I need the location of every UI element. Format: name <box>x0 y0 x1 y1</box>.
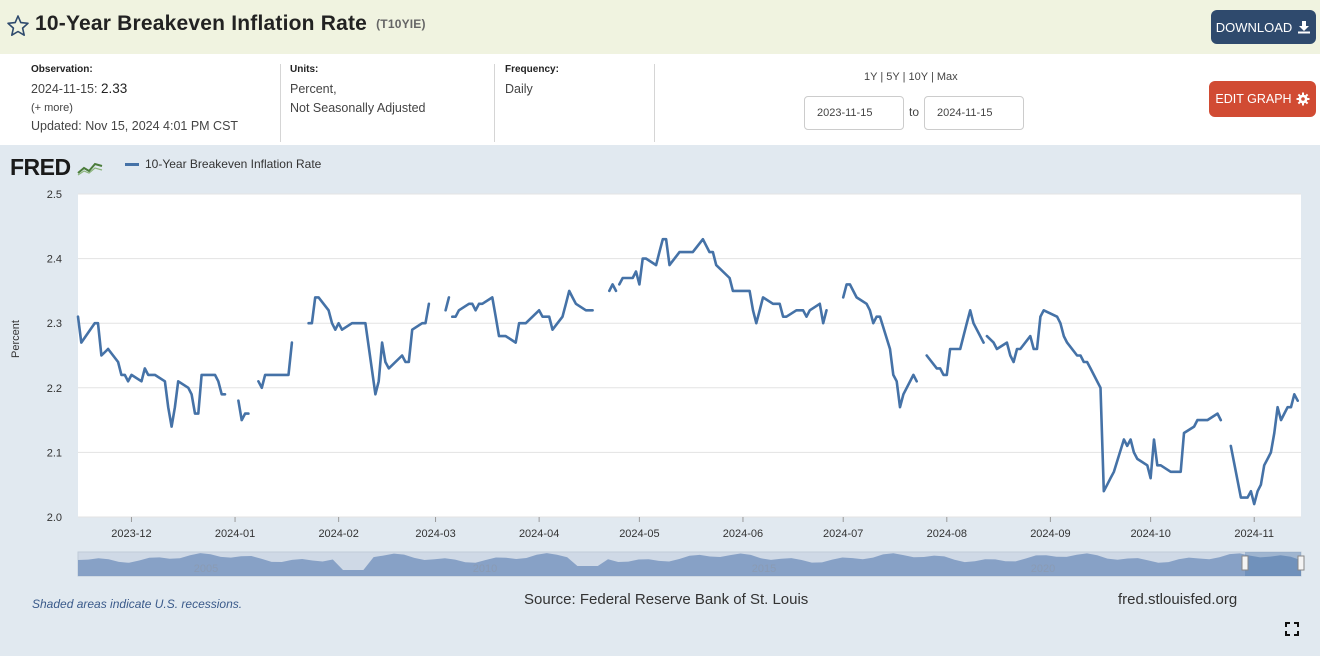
x-tick-label: 2023-12 <box>111 528 151 540</box>
x-tick-label: 2024-02 <box>318 528 358 540</box>
series-line <box>841 283 919 409</box>
navigator-label: 2005 <box>194 563 218 575</box>
range-sep: | <box>880 71 884 83</box>
series-line <box>607 283 618 293</box>
navigator-label: 2010 <box>473 563 497 575</box>
y-tick-label: 2.0 <box>47 512 62 524</box>
gear-icon <box>1296 92 1310 106</box>
download-icon <box>1298 21 1311 34</box>
series-line <box>307 296 431 396</box>
range-sep: | <box>930 71 934 83</box>
y-tick-label: 2.2 <box>47 383 62 395</box>
more-link[interactable]: (+ more) <box>31 101 73 114</box>
legend-swatch <box>125 162 139 166</box>
x-tick-label: 2024-11 <box>1234 528 1274 540</box>
divider <box>280 64 281 142</box>
series-line <box>257 341 294 390</box>
x-tick-label: 2024-01 <box>215 528 255 540</box>
series-line <box>1229 393 1299 506</box>
x-tick-label: 2024-09 <box>1030 528 1070 540</box>
y-tick-label: 2.3 <box>47 318 62 330</box>
source-text: Source: Federal Reserve Bank of St. Loui… <box>524 591 809 608</box>
page-title: 10-Year Breakeven Inflation Rate (T10YIE… <box>35 12 426 36</box>
fred-logo[interactable]: FRED <box>10 154 103 181</box>
series-line <box>450 289 594 344</box>
units-line2: Not Seasonally Adjusted <box>290 100 426 115</box>
series-line <box>925 309 985 377</box>
y-axis-label: Percent <box>10 320 22 358</box>
series-line <box>106 347 227 428</box>
series-id: (T10YIE) <box>376 17 426 31</box>
fred-logo-text: FRED <box>10 154 71 180</box>
y-tick-label: 2.4 <box>47 254 62 266</box>
fullscreen-icon[interactable] <box>1285 622 1299 636</box>
x-tick-label: 2024-04 <box>519 528 559 540</box>
x-tick-label: 2024-07 <box>823 528 863 540</box>
frequency-block: Frequency: Daily <box>505 64 559 99</box>
x-tick-label: 2024-06 <box>723 528 763 540</box>
divider <box>494 64 495 142</box>
series-line <box>985 309 1223 493</box>
download-button[interactable]: DOWNLOAD <box>1211 10 1316 44</box>
plot-area <box>78 194 1301 517</box>
observation-label: Observation: <box>31 64 93 75</box>
range-selector: 1Y | 5Y | 10Y | Max <box>864 71 958 83</box>
y-tick-label: 2.5 <box>47 189 62 201</box>
chart-legend: 10-Year Breakeven Inflation Rate <box>125 157 321 171</box>
navigator-handle[interactable] <box>1297 555 1305 571</box>
star-icon[interactable] <box>6 14 30 38</box>
x-tick-label: 2024-10 <box>1130 528 1170 540</box>
navigator-label: 2020 <box>1031 563 1055 575</box>
navigator-series <box>78 553 1301 576</box>
edit-graph-button[interactable]: EDIT GRAPH <box>1209 81 1316 117</box>
updated-text: Updated: Nov 15, 2024 4:01 PM CST <box>31 119 239 133</box>
recession-note: Shaded areas indicate U.S. recessions. <box>32 597 243 611</box>
divider <box>654 64 655 142</box>
line-chart: 2.0 2.1 2.2 2.3 2.4 2.5 2023-12 2024-01 2024-02 2… <box>47 189 1305 577</box>
x-tick-label: 2024-08 <box>927 528 967 540</box>
range-5y[interactable]: 5Y <box>886 71 900 83</box>
navigator-label: 2015 <box>752 563 776 575</box>
to-label: to <box>909 105 920 119</box>
y-tick-label: 2.1 <box>47 447 62 459</box>
range-max[interactable]: Max <box>936 71 958 83</box>
frequency-value: Daily <box>505 82 533 96</box>
site-url[interactable]: fred.stlouisfed.org <box>1118 591 1238 608</box>
observation-date: 2024-11-15: <box>31 82 98 96</box>
series-line <box>444 296 451 312</box>
series-title: 10-Year Breakeven Inflation Rate <box>35 12 368 35</box>
download-label: DOWNLOAD <box>1215 19 1293 35</box>
header-bar: 10-Year Breakeven Inflation Rate (T10YIE… <box>0 0 1320 54</box>
series-line <box>617 237 828 325</box>
observation-value: 2.33 <box>100 81 128 96</box>
start-date-input[interactable]: 2023-11-15 <box>804 96 904 130</box>
x-tick-label: 2024-05 <box>619 528 659 540</box>
navigator-handle[interactable] <box>1241 555 1249 571</box>
series-line <box>237 399 250 422</box>
legend-label: 10-Year Breakeven Inflation Rate <box>145 157 322 171</box>
navigator-selection <box>1245 552 1301 576</box>
range-10y[interactable]: 10Y <box>908 71 928 83</box>
units-line1: Percent, <box>290 82 337 96</box>
range-1y[interactable]: 1Y <box>864 71 878 83</box>
logo-chart-icon <box>76 162 102 176</box>
range-sep: | <box>902 71 906 83</box>
frequency-label: Frequency: <box>505 64 559 75</box>
x-tick-label: 2024-03 <box>415 528 455 540</box>
edit-graph-label: EDIT GRAPH <box>1215 92 1292 106</box>
observation-block: Observation: 2024-11-15: 2.33 (+ more) U… <box>31 64 238 136</box>
series-line <box>76 315 110 357</box>
units-block: Units: Percent, Not Seasonally Adjusted <box>290 64 426 117</box>
units-label: Units: <box>290 64 319 75</box>
end-date-input[interactable]: 2024-11-15 <box>924 96 1024 130</box>
